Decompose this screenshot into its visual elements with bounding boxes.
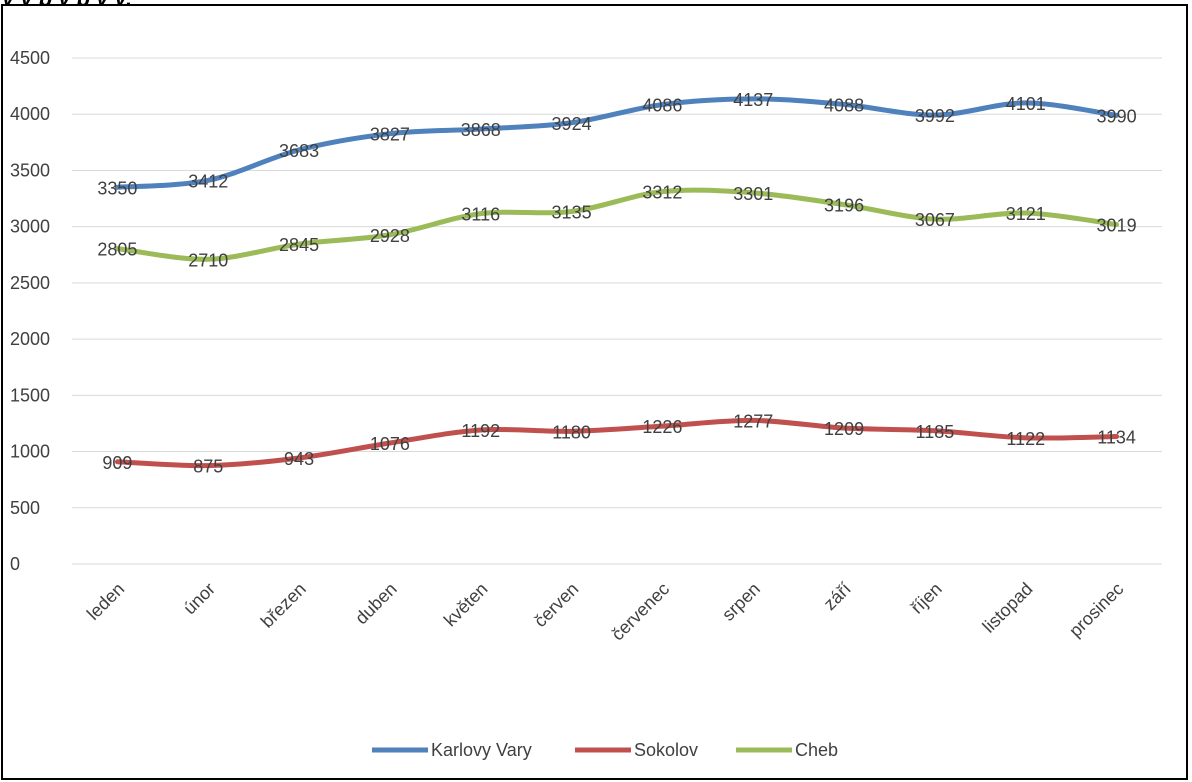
data-label: 1185 [916, 422, 955, 442]
data-label: 3350 [97, 178, 137, 198]
data-label: 1277 [733, 411, 773, 431]
data-label: 1209 [824, 419, 864, 439]
data-label: 3196 [824, 196, 864, 216]
x-tick-label: srpen [718, 579, 764, 625]
data-label: 3301 [733, 184, 773, 204]
y-tick-label: 4000 [10, 104, 50, 124]
y-axis: 0 500 1000 1500 2000 2500 3000 3500 4000 4500 [10, 48, 50, 574]
data-label: 3992 [915, 106, 955, 126]
x-tick-label: leden [83, 579, 128, 624]
y-tick-label: 3500 [10, 160, 50, 180]
series-line-karlovy-vary [114, 96, 1120, 190]
data-label: 943 [284, 449, 314, 469]
legend-label: Karlovy Vary [431, 740, 532, 760]
x-tick-label: říjen [907, 579, 946, 618]
data-label: 1134 [1097, 427, 1136, 447]
data-label: 1180 [552, 422, 591, 442]
data-label: 3067 [915, 210, 955, 230]
data-label: 1192 [461, 421, 500, 441]
data-label: 3924 [552, 114, 592, 134]
series-line-sokolov [114, 417, 1120, 469]
y-tick-label: 2000 [10, 329, 50, 349]
data-label: 909 [102, 453, 132, 473]
y-tick-label: 3000 [10, 217, 50, 237]
chart-frame [1, 4, 1188, 780]
data-label: 3412 [188, 171, 228, 191]
series-lines [114, 96, 1120, 469]
data-label: 3135 [552, 202, 592, 222]
data-label: 4086 [642, 96, 682, 116]
data-labels: 3350 3412 3683 3827 3868 3924 4086 4137 4088 3992… [97, 90, 1136, 477]
data-label: 3312 [642, 183, 682, 203]
data-label: 1122 [1006, 429, 1045, 449]
x-tick-label: červen [530, 579, 582, 631]
y-tick-label: 0 [10, 554, 20, 574]
x-tick-label: duben [351, 579, 401, 629]
y-tick-label: 1000 [10, 442, 50, 462]
legend-label: Sokolov [634, 740, 698, 760]
data-label: 2845 [279, 235, 319, 255]
data-label: 3019 [1097, 216, 1137, 236]
data-label: 3990 [1097, 106, 1137, 126]
data-label: 875 [193, 457, 223, 477]
data-label: 1076 [370, 434, 410, 454]
gridlines [72, 57, 1162, 565]
data-label: 2710 [188, 250, 228, 270]
data-label: 3868 [461, 120, 501, 140]
x-axis: leden únor březen duben květen červen červenec… [83, 579, 1127, 645]
x-tick-label: listopad [979, 579, 1037, 637]
x-tick-label: březen [257, 579, 310, 632]
x-tick-label: červenec [607, 579, 673, 645]
data-label: 3121 [1006, 204, 1046, 224]
y-tick-label: 4500 [10, 48, 50, 68]
data-label: 3827 [370, 125, 410, 145]
y-tick-label: 500 [10, 498, 40, 518]
data-label: 1226 [642, 417, 682, 437]
x-tick-label: září [820, 579, 855, 614]
y-tick-label: 2500 [10, 273, 50, 293]
data-label: 4137 [733, 90, 773, 110]
x-tick-label: prosinec [1065, 579, 1127, 641]
data-label: 3116 [461, 205, 500, 225]
legend: Karlovy Vary Sokolov Cheb [372, 740, 838, 760]
data-label: 2805 [97, 240, 137, 260]
x-tick-label: únor [179, 579, 219, 619]
x-tick-label: květen [440, 579, 492, 631]
data-label: 3683 [279, 141, 319, 161]
data-label: 2928 [370, 226, 410, 246]
y-tick-label: 1500 [10, 385, 50, 405]
series-line-cheb [114, 187, 1120, 262]
data-label: 4101 [1006, 94, 1046, 114]
legend-label: Cheb [795, 740, 838, 760]
data-label: 4088 [824, 95, 864, 115]
